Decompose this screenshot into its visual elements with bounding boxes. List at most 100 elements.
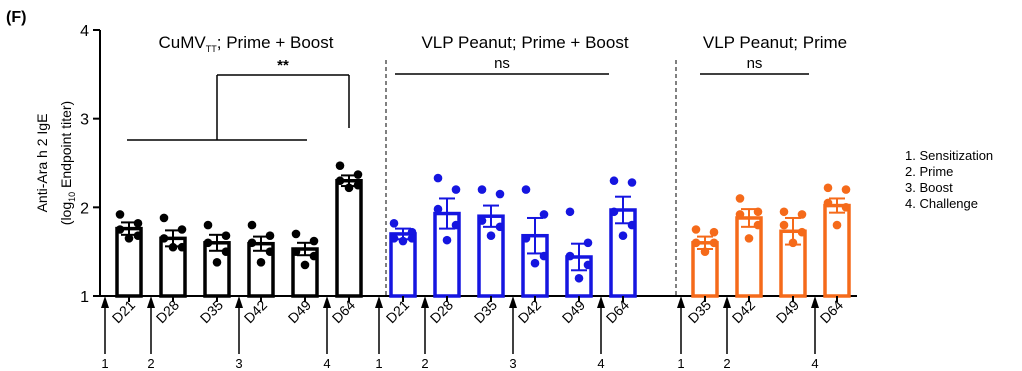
data-point <box>841 203 851 212</box>
data-point <box>609 176 619 186</box>
event-arrow-label: 4 <box>811 356 818 371</box>
data-point <box>309 236 319 246</box>
bar <box>823 203 851 298</box>
event-arrow-head <box>811 296 819 308</box>
y-axis-label-main: Anti-Ara h 2 IgE <box>34 114 50 213</box>
data-point <box>753 220 763 230</box>
data-point <box>583 260 593 270</box>
group-title: VLP Peanut; Prime + Boost <box>421 33 628 52</box>
data-point <box>389 234 399 243</box>
data-point <box>433 204 443 214</box>
y-tick-label: 4 <box>80 23 89 40</box>
y-axis-label-sub-subscript: 10 <box>67 192 77 202</box>
data-point <box>221 231 231 241</box>
data-point <box>495 189 505 199</box>
data-point <box>779 207 789 217</box>
data-point <box>133 231 143 241</box>
legend-item-sensitization: 1. Sensitization <box>905 148 994 163</box>
data-point <box>247 220 257 230</box>
data-point <box>618 231 628 241</box>
data-point <box>539 251 549 261</box>
data-point <box>823 198 833 208</box>
significance-label: ns <box>494 55 510 72</box>
data-point <box>177 242 187 252</box>
data-point <box>753 207 763 217</box>
data-point <box>609 207 619 217</box>
legend-item-challenge: 4. Challenge <box>905 196 978 211</box>
data-point <box>539 210 549 219</box>
x-tick-label: D35 <box>685 297 715 327</box>
data-point <box>832 220 842 230</box>
group-title-post: ; Prime + Boost <box>217 33 334 52</box>
event-arrow-label: 2 <box>421 356 428 371</box>
data-point <box>691 238 701 248</box>
data-point <box>530 258 540 268</box>
data-point <box>344 183 354 193</box>
data-point <box>433 173 443 183</box>
x-tick-label: D35 <box>471 297 501 327</box>
data-point <box>797 227 807 237</box>
data-point <box>823 183 833 193</box>
data-point <box>841 185 851 194</box>
event-arrow-label: 4 <box>323 356 330 371</box>
data-point <box>265 231 275 241</box>
event-arrow-head <box>375 296 383 308</box>
x-tick-label: D64 <box>603 297 633 327</box>
x-tick-label: D49 <box>285 297 315 327</box>
event-arrow-label: 1 <box>101 356 108 371</box>
y-axis-label: Anti-Ara h 2 IgE <box>34 114 50 213</box>
bar <box>335 178 363 298</box>
group-title-subscript: TT <box>206 44 217 54</box>
legend-item-boost: 3. Boost <box>905 180 953 195</box>
data-point <box>247 238 257 248</box>
event-arrow-head <box>235 296 243 308</box>
data-point <box>788 238 798 248</box>
data-point <box>627 220 637 230</box>
data-point <box>407 227 417 237</box>
significance-label: ** <box>277 57 289 74</box>
data-point <box>115 225 125 234</box>
data-point <box>177 225 187 234</box>
data-point <box>583 238 593 248</box>
event-arrow-label: 1 <box>677 356 684 371</box>
data-point <box>212 258 222 267</box>
event-arrow-head <box>677 296 685 308</box>
data-point <box>309 251 319 261</box>
y-axis-label-sub-pre: (log <box>58 202 74 225</box>
data-point <box>495 222 505 232</box>
data-point <box>521 234 531 243</box>
data-point <box>168 242 178 252</box>
data-point <box>335 176 345 186</box>
x-tick-label: D49 <box>773 297 803 327</box>
data-point <box>477 216 487 225</box>
event-arrow-label: 1 <box>375 356 382 371</box>
data-point <box>389 218 399 228</box>
data-point <box>115 210 125 219</box>
data-point <box>779 220 789 230</box>
x-tick-label: D42 <box>241 297 271 327</box>
data-point <box>221 247 231 256</box>
panel-label: (F) <box>6 9 26 26</box>
event-arrow-head <box>101 296 109 308</box>
data-point <box>486 231 496 241</box>
data-point <box>477 185 487 194</box>
data-point <box>124 234 134 243</box>
data-point <box>203 220 213 230</box>
plot-area: 1 2 3 4 CuMVTT; Prime + Boost D21 D28 D35 D42 D49… <box>80 23 857 371</box>
data-point <box>709 227 719 237</box>
bar <box>735 216 763 298</box>
x-tick-label: D21 <box>383 297 413 327</box>
data-point <box>442 235 452 245</box>
x-tick-label: D28 <box>427 297 457 327</box>
data-point <box>353 180 363 190</box>
x-tick-label: D28 <box>153 297 183 327</box>
data-point <box>451 185 461 194</box>
data-point <box>353 170 363 179</box>
data-point <box>159 234 169 243</box>
x-tick-label: D21 <box>109 297 139 327</box>
data-point <box>291 229 301 239</box>
data-point <box>451 220 461 230</box>
event-arrow-head <box>723 296 731 308</box>
y-tick-label: 2 <box>80 200 89 217</box>
